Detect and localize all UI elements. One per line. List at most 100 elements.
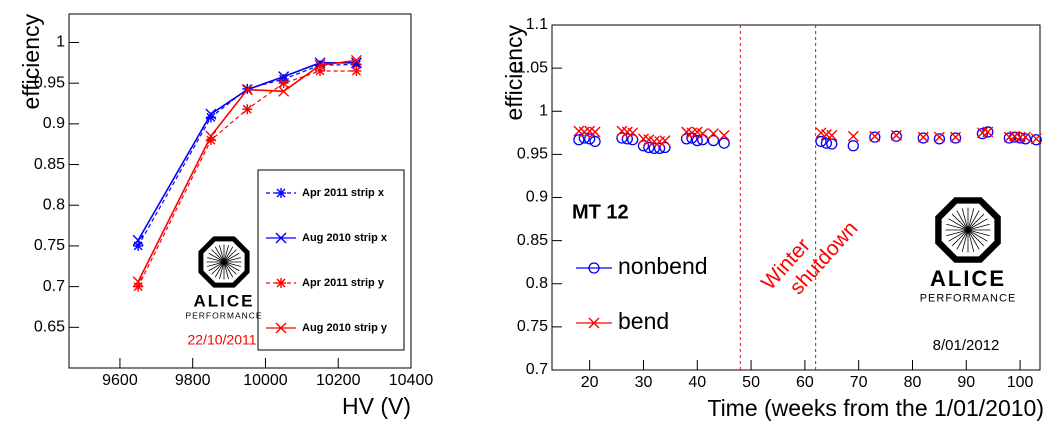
marker — [820, 137, 833, 149]
date-label: 22/10/2011 — [187, 332, 256, 348]
marker — [659, 135, 671, 147]
marker — [869, 130, 881, 142]
logo-spoke — [214, 261, 225, 278]
marker-stroke — [588, 317, 600, 329]
y-tick-label: 1.05 — [517, 59, 548, 76]
logo-spoke — [967, 229, 990, 237]
x-axis-label: HV (V) — [342, 393, 411, 419]
y-tick-label: 0.85 — [34, 156, 65, 173]
marker — [718, 137, 730, 149]
logo-spoke — [961, 208, 969, 231]
logo-spoke — [948, 218, 969, 231]
logo-spoke — [951, 213, 969, 231]
marker — [697, 128, 709, 140]
x-tick-label: 9800 — [175, 372, 211, 389]
logo-spoke — [219, 244, 225, 263]
marker — [982, 126, 994, 138]
marker-stroke — [643, 134, 655, 146]
y-tick-label: 1 — [56, 34, 65, 51]
marker — [616, 132, 628, 144]
marker — [1014, 131, 1026, 143]
marker-stroke — [637, 133, 649, 145]
marker-stroke — [584, 125, 596, 137]
marker-stroke — [815, 127, 827, 139]
logo-spoke — [223, 261, 237, 275]
x-tick-label: 50 — [742, 374, 760, 391]
marker — [588, 317, 600, 329]
marker-stroke — [241, 84, 253, 96]
marker-stroke — [826, 129, 838, 141]
x-tick-label: 40 — [688, 374, 706, 391]
logo-spoke — [223, 244, 229, 263]
marker-stroke — [275, 322, 287, 334]
marker — [933, 131, 945, 143]
logo-spoke — [223, 261, 234, 278]
logo-subtitle: PERFORMANCE — [920, 293, 1017, 305]
logo-subtitle: PERFORMANCE — [185, 311, 262, 321]
marker — [132, 234, 144, 246]
y-tick-label: 0.9 — [43, 115, 65, 132]
y-tick-label: 0.8 — [43, 196, 65, 213]
y-tick-label: 0.75 — [517, 318, 548, 335]
marker-stroke — [132, 234, 144, 246]
marker — [1019, 133, 1032, 145]
y-tick-label: 0.75 — [34, 237, 65, 254]
marker — [653, 142, 666, 154]
marker — [573, 134, 585, 146]
logo-spoke — [208, 252, 225, 263]
logo-spoke — [206, 261, 225, 267]
logo-spoke — [208, 261, 225, 272]
marker — [890, 130, 902, 142]
marker — [933, 133, 946, 145]
marker — [643, 141, 655, 154]
marker-stroke — [132, 276, 144, 288]
marker — [949, 132, 962, 144]
logo-spoke — [223, 261, 242, 267]
y-axis-label: efficiency — [501, 25, 527, 121]
logo-spoke — [967, 229, 985, 247]
marker-stroke — [691, 126, 703, 138]
logo-spoke — [967, 218, 988, 231]
plot-frame — [68, 13, 412, 369]
marker — [648, 135, 660, 147]
marker-stroke — [718, 129, 730, 141]
y-tick-label: 0.7 — [43, 278, 65, 295]
logo-spoke — [967, 208, 975, 231]
marker — [869, 131, 881, 143]
marker — [627, 134, 639, 146]
marker-stroke — [205, 130, 217, 142]
marker-stroke — [681, 126, 693, 138]
marker — [826, 129, 838, 141]
marker — [350, 57, 362, 69]
logo-spoke — [956, 229, 969, 250]
marker — [917, 132, 929, 144]
marker-stroke — [278, 85, 290, 97]
marker — [815, 135, 827, 148]
x-tick-label: 10000 — [243, 372, 288, 389]
marker — [589, 126, 601, 138]
marker-stroke — [869, 130, 881, 142]
logo-spoke — [223, 249, 237, 263]
marker — [680, 133, 693, 145]
x-tick-label: 90 — [957, 374, 975, 391]
marker-stroke — [314, 59, 326, 71]
marker-stroke — [1009, 130, 1021, 142]
legend-label: bend — [618, 308, 669, 334]
y-tick-label: 1.1 — [526, 16, 548, 33]
y-tick-label: 0.7 — [526, 361, 548, 378]
y-tick-label: 0.95 — [34, 74, 65, 91]
marker — [276, 278, 286, 288]
marker — [659, 141, 671, 154]
x-tick-label: 30 — [635, 374, 653, 391]
marker-stroke — [659, 135, 671, 147]
x-tick-label: 80 — [904, 374, 922, 391]
marker — [1030, 134, 1042, 146]
logo-spoke — [967, 229, 975, 252]
marker — [314, 57, 326, 69]
y-tick-label: 0.95 — [517, 146, 548, 163]
marker-stroke — [1014, 131, 1026, 143]
marker-stroke — [820, 129, 832, 141]
marker-stroke — [707, 128, 719, 140]
marker — [133, 281, 144, 292]
